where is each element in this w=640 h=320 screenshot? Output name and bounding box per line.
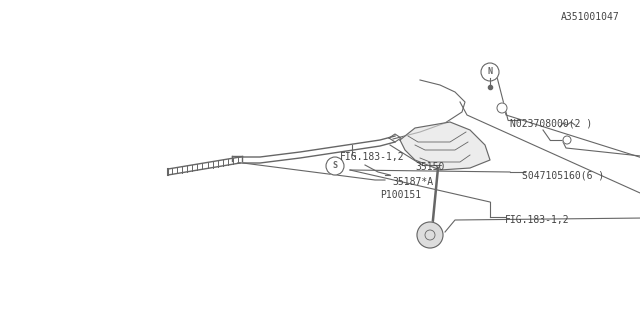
Text: FIG.183-1,2: FIG.183-1,2 bbox=[505, 215, 570, 225]
Text: P100151: P100151 bbox=[380, 190, 421, 200]
Text: N: N bbox=[488, 68, 493, 76]
Circle shape bbox=[497, 103, 507, 113]
Circle shape bbox=[326, 157, 344, 175]
Text: N023708000(2 ): N023708000(2 ) bbox=[510, 118, 592, 128]
Text: S047105160(6 ): S047105160(6 ) bbox=[522, 170, 604, 180]
Text: S: S bbox=[333, 162, 337, 171]
Circle shape bbox=[417, 222, 443, 248]
Text: 35187*A: 35187*A bbox=[392, 177, 433, 187]
Text: A351001047: A351001047 bbox=[561, 12, 620, 22]
Circle shape bbox=[481, 63, 499, 81]
Text: FIG.183-1,2: FIG.183-1,2 bbox=[340, 152, 404, 162]
Text: 35150: 35150 bbox=[415, 162, 444, 172]
Polygon shape bbox=[400, 122, 490, 170]
Circle shape bbox=[563, 136, 571, 144]
